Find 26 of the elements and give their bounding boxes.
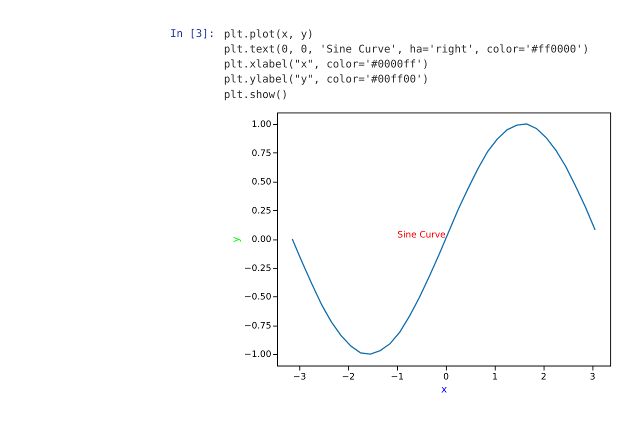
annotation: Sine Curve — [397, 230, 446, 240]
y-tick-label: 0.25 — [252, 206, 272, 216]
x-tick-label: 2 — [540, 372, 547, 382]
y-tick-label: −0.75 — [244, 321, 272, 332]
x-tick-label: 0 — [443, 372, 450, 382]
line-series — [292, 123, 596, 355]
y-tick-label: −1.00 — [244, 350, 272, 360]
y-tick-label: −0.50 — [244, 292, 272, 303]
y-tick-label: 0.50 — [252, 178, 272, 188]
y-axis-title: y — [230, 236, 242, 242]
y-tick-label: 1.00 — [252, 120, 272, 130]
x-tick-label: −2 — [342, 372, 355, 382]
text: plt.xlabel("x", color='#0000ff') — [224, 58, 429, 71]
x-tick-label: 1 — [492, 372, 498, 382]
x-axis-title: x — [441, 384, 448, 396]
y-tick-label: −0.25 — [244, 264, 272, 274]
text: plt.show() — [224, 88, 288, 101]
x-tick-label: −1 — [390, 372, 404, 382]
y-tick-label: 0.00 — [252, 235, 272, 246]
text: plt.ylabel("y", color='#00ff00') — [224, 72, 429, 86]
text: plt.text(0, 0, 'Sine Curve', ha='right', color='#ff0000') — [224, 42, 589, 56]
x-tick-label: 3 — [590, 372, 596, 382]
x-tick-label: −3 — [293, 372, 306, 382]
y-tick-label: 0.75 — [252, 148, 272, 159]
text: In [3]: — [170, 26, 215, 40]
text: plt.plot(x, y) — [224, 27, 314, 40]
